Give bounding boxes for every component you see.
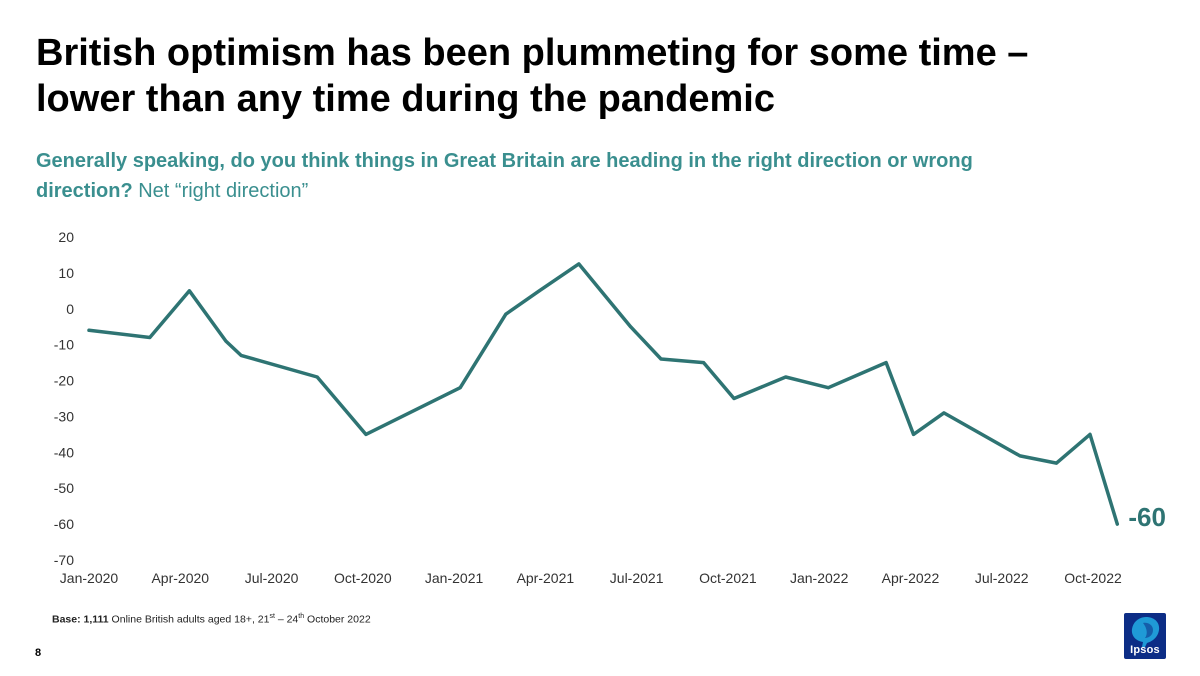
x-tick-label: Jul-2021 <box>610 570 664 586</box>
y-tick-label: -10 <box>54 337 74 353</box>
x-tick-label: Apr-2021 <box>517 570 575 586</box>
data-point <box>702 361 706 365</box>
base-dash: – 24 <box>274 613 299 626</box>
page-number: 8 <box>35 647 42 659</box>
data-point <box>504 312 508 316</box>
data-point <box>784 375 788 379</box>
base-date: October 2022 <box>304 613 371 626</box>
chart-subtitle: Generally speaking, do you think things … <box>36 146 996 206</box>
x-tick-label: Jan-2021 <box>425 570 484 586</box>
base-description: Online British adults aged 18+, 21 <box>108 613 270 626</box>
x-tick-label: Apr-2020 <box>151 570 209 586</box>
data-point <box>826 386 830 390</box>
x-tick-label: Jul-2020 <box>245 570 299 586</box>
x-axis: Jan-2020 Apr-2020 Jul-2020 Oct-2020 Jan-2021… <box>60 570 1122 586</box>
data-point <box>224 339 228 343</box>
y-axis: 20 10 0 -10 -20 -30 -40 -50 -60 -70 <box>54 229 74 568</box>
data-point <box>187 289 191 293</box>
series-line <box>87 262 1120 526</box>
x-tick-label: Oct-2020 <box>334 570 392 586</box>
data-point <box>1018 454 1022 458</box>
x-tick-label: Jan-2022 <box>790 570 849 586</box>
base-count: Base: 1,111 <box>52 613 109 626</box>
measure-label: Net “right direction” <box>132 180 309 202</box>
y-tick-label: 10 <box>58 265 74 281</box>
data-point <box>239 353 243 357</box>
data-point <box>315 375 319 379</box>
base-sup-th: th <box>298 613 305 620</box>
data-point <box>659 357 663 361</box>
data-point <box>537 289 541 293</box>
data-point <box>458 386 462 390</box>
y-tick-label: -50 <box>54 480 74 496</box>
logo-text: Ipsos <box>1130 644 1160 656</box>
ipsos-mark-icon <box>1131 617 1160 647</box>
data-point <box>1054 461 1058 465</box>
data-point <box>629 325 633 329</box>
y-tick-label: 20 <box>58 229 74 245</box>
y-tick-label: -40 <box>54 444 74 460</box>
data-point <box>364 432 368 436</box>
data-point <box>1088 432 1092 436</box>
data-point <box>1115 522 1119 526</box>
data-point <box>884 361 888 365</box>
survey-question: Generally speaking, do you think things … <box>36 150 973 202</box>
data-point <box>148 335 152 339</box>
line-chart: 20 10 0 -10 -20 -30 -40 -50 -60 -70 Jan-2020 Apr-2… <box>54 229 1166 586</box>
y-tick-label: -60 <box>54 516 74 532</box>
data-point <box>911 432 915 436</box>
x-tick-label: Oct-2022 <box>1064 570 1122 586</box>
ipsos-logo: Ipsos <box>1124 613 1166 659</box>
y-tick-label: -20 <box>54 373 74 389</box>
base-note: Base: 1,111 Online British adults aged 1… <box>52 613 371 626</box>
x-tick-label: Jul-2022 <box>975 570 1029 586</box>
end-value-label: -60 <box>1128 502 1166 532</box>
y-tick-label: 0 <box>66 301 74 317</box>
slide-title: British optimism has been plummeting for… <box>36 32 1029 120</box>
data-point <box>87 328 91 332</box>
data-point <box>732 397 736 400</box>
data-point <box>577 262 581 266</box>
data-point <box>942 411 946 415</box>
base-sup-st: st <box>269 613 275 620</box>
y-tick-label: -70 <box>54 552 74 568</box>
x-tick-label: Jan-2020 <box>60 570 119 586</box>
y-tick-label: -30 <box>54 408 74 424</box>
series-layer: -60 <box>87 262 1166 532</box>
x-tick-label: Apr-2022 <box>882 570 940 586</box>
x-tick-label: Oct-2021 <box>699 570 757 586</box>
